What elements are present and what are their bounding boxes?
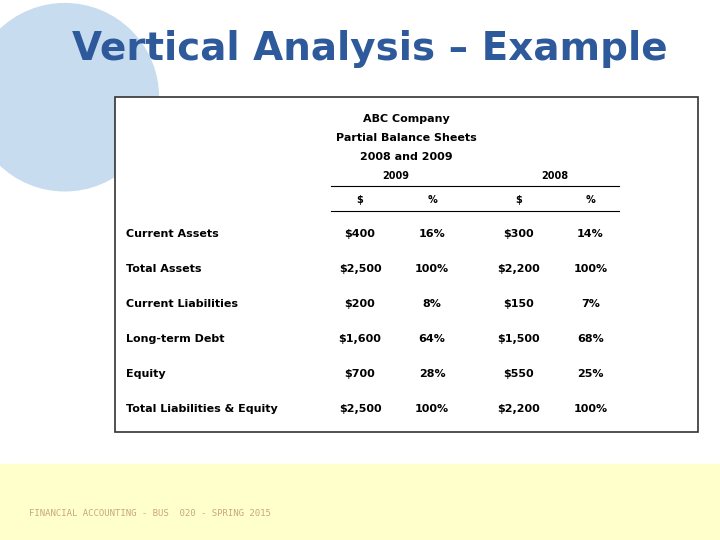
Text: 100%: 100%: [415, 264, 449, 274]
Text: $300: $300: [503, 228, 534, 239]
Text: $2,500: $2,500: [338, 404, 382, 414]
Text: $1,500: $1,500: [497, 334, 540, 344]
Text: 100%: 100%: [573, 404, 608, 414]
Text: $700: $700: [345, 369, 375, 379]
Text: 7%: 7%: [581, 299, 600, 309]
Text: $2,200: $2,200: [497, 404, 540, 414]
Bar: [0, 464, 720, 540]
Text: Total Liabilities & Equity: Total Liabilities & Equity: [126, 404, 278, 414]
Text: $: $: [515, 195, 522, 205]
Text: 2009: 2009: [382, 171, 410, 180]
Text: 2008: 2008: [541, 171, 568, 180]
Text: $200: $200: [345, 299, 375, 309]
Bar: [115, 97, 698, 432]
Text: $2,500: $2,500: [338, 264, 382, 274]
Text: 14%: 14%: [577, 228, 604, 239]
Text: 28%: 28%: [419, 369, 445, 379]
Text: $400: $400: [345, 228, 375, 239]
Text: $: $: [356, 195, 364, 205]
Text: %: %: [585, 195, 595, 205]
Text: %: %: [427, 195, 437, 205]
Text: 64%: 64%: [418, 334, 446, 344]
Text: 16%: 16%: [418, 228, 446, 239]
Text: Equity: Equity: [126, 369, 166, 379]
Text: Vertical Analysis – Example: Vertical Analysis – Example: [72, 30, 667, 68]
Text: $2,200: $2,200: [497, 264, 540, 274]
Text: Total Assets: Total Assets: [126, 264, 202, 274]
Text: 100%: 100%: [415, 404, 449, 414]
Text: $550: $550: [503, 369, 534, 379]
Text: ABC Company: ABC Company: [364, 114, 450, 124]
Text: 8%: 8%: [423, 299, 441, 309]
Text: 25%: 25%: [577, 369, 603, 379]
Text: Current Liabilities: Current Liabilities: [126, 299, 238, 309]
Text: Current Assets: Current Assets: [126, 228, 219, 239]
Text: 100%: 100%: [573, 264, 608, 274]
Text: 2008 and 2009: 2008 and 2009: [361, 152, 453, 161]
Text: 68%: 68%: [577, 334, 604, 344]
Text: Long-term Debt: Long-term Debt: [126, 334, 225, 344]
Text: FINANCIAL ACCOUNTING - BUS  020 - SPRING 2015: FINANCIAL ACCOUNTING - BUS 020 - SPRING …: [29, 509, 271, 517]
Text: $150: $150: [503, 299, 534, 309]
Text: $1,600: $1,600: [338, 334, 382, 344]
Text: Partial Balance Sheets: Partial Balance Sheets: [336, 133, 477, 143]
Ellipse shape: [0, 4, 158, 191]
